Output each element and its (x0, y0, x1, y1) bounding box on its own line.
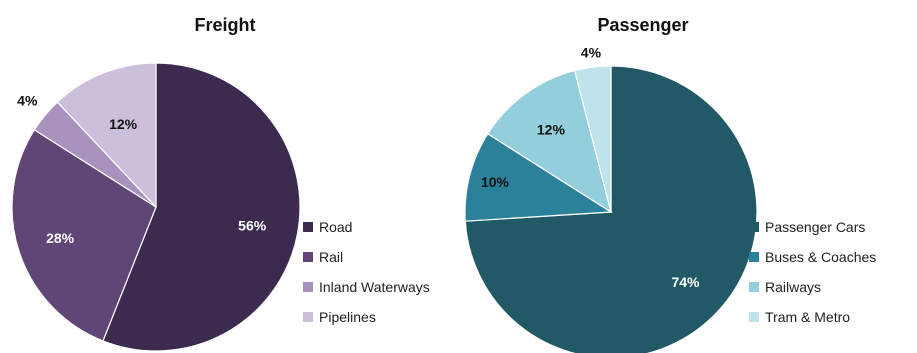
passenger-legend-swatch-passenger-cars (749, 222, 759, 232)
passenger-legend-swatch-tram-and-metro (749, 312, 759, 322)
freight-labels: 56% 28% 4% 12% (17, 93, 267, 247)
passenger-data-label-tram-and-metro: 4% (581, 45, 602, 61)
passenger-chart-title: Passenger (597, 15, 688, 35)
freight-legend-swatch-pipelines (303, 312, 313, 322)
passenger-labels: 74% 10% 12% 4% (481, 45, 700, 290)
passenger-legend-label-tram-and-metro: Tram & Metro (765, 309, 850, 325)
freight-legend-swatch-road (303, 222, 313, 232)
freight-data-label-pipelines: 12% (109, 116, 138, 132)
freight-legend-label-road: Road (319, 219, 352, 235)
freight-legend-label-inland-waterways: Inland Waterways (319, 279, 430, 295)
freight-legend-label-pipelines: Pipelines (319, 309, 376, 325)
passenger-slice-tram-and-metro (573, 65, 612, 213)
freight-legend-label-rail: Rail (319, 249, 343, 265)
passenger-data-label-passenger-cars: 74% (671, 274, 700, 290)
passenger-legend-swatch-buses-and-coaches (749, 252, 759, 262)
freight-legend: Road Rail Inland Waterways Pipelines (303, 219, 430, 325)
passenger-data-label-railways: 12% (537, 121, 566, 137)
passenger-slice-railways (486, 69, 612, 214)
passenger-legend-label-passenger-cars: Passenger Cars (765, 219, 865, 235)
passenger-legend: Passenger Cars Buses & Coaches Railways Tra… (749, 219, 876, 325)
freight-data-label-road: 56% (238, 217, 267, 233)
freight-slice-pipelines (56, 62, 157, 209)
freight-chart: Freight 56% 28% 4% 12% Road Rail Inland Water… (11, 15, 430, 352)
passenger-slice-buses-and-coaches (464, 132, 613, 222)
passenger-data-label-buses-and-coaches: 10% (481, 174, 510, 190)
freight-legend-swatch-rail (303, 252, 313, 262)
freight-data-label-rail: 28% (46, 230, 75, 246)
passenger-legend-label-buses-and-coaches: Buses & Coaches (765, 249, 876, 265)
freight-slices (11, 62, 301, 352)
freight-slice-rail (11, 129, 157, 342)
passenger-legend-swatch-railways (749, 282, 759, 292)
freight-slice-road (102, 62, 301, 352)
freight-data-label-inland-waterways: 4% (17, 93, 38, 109)
passenger-chart: Passenger 74% 10% 12% 4% Passenger Cars Buse… (464, 15, 876, 353)
passenger-slices (464, 65, 758, 353)
freight-legend-swatch-inland-waterways (303, 282, 313, 292)
passenger-legend-label-railways: Railways (765, 279, 821, 295)
freight-chart-title: Freight (195, 15, 256, 35)
